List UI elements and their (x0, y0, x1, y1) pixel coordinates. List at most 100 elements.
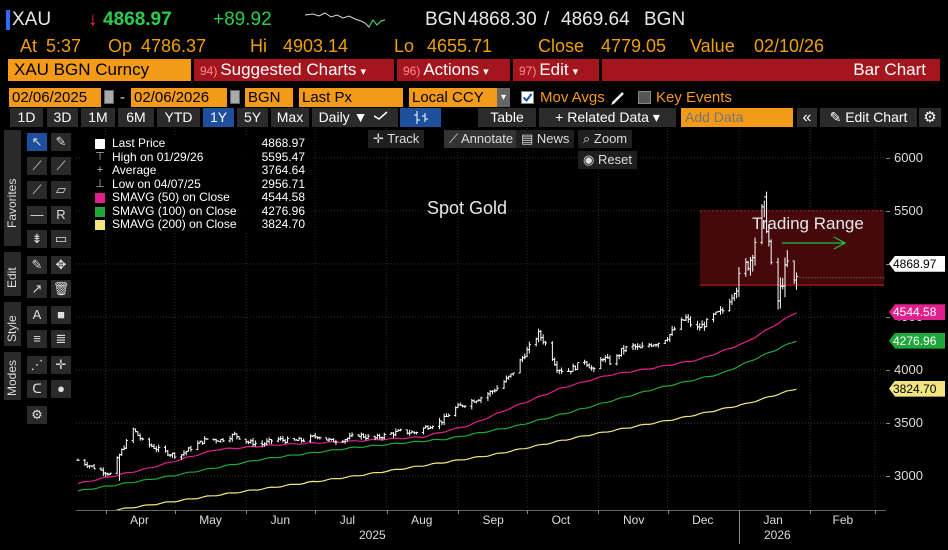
pricing-source-field[interactable]: BGN (245, 88, 293, 107)
pen-tool-icon[interactable]: ✎ (27, 256, 47, 274)
key-events-label[interactable]: Key Events (656, 89, 732, 106)
pencil-icon: ✎ (829, 109, 846, 125)
reset-button[interactable]: ◉ Reset (578, 151, 637, 169)
frequency-select[interactable]: Daily ▼ (312, 108, 374, 127)
x-tick-mark (174, 510, 176, 514)
x-tick-mark (457, 510, 459, 514)
ticker-symbol[interactable]: XAU (12, 9, 52, 30)
line-tool-icon[interactable]: ⟋ (27, 157, 47, 175)
end-date-field[interactable]: 02/06/2026 (131, 88, 227, 107)
actions-label: Actions (423, 60, 480, 79)
draw-menu-icon[interactable]: ✎ (51, 133, 71, 151)
low-value: 4655.71 (427, 36, 493, 56)
suggested-charts-label: Suggested Charts (220, 60, 357, 79)
mov-avgs-checkbox[interactable] (521, 91, 534, 104)
channel-tool-icon[interactable]: ▱ (51, 181, 71, 199)
fibonacci-tool-icon[interactable]: ⇟ (27, 230, 47, 248)
select-tool-icon[interactable]: ↗ (27, 280, 47, 298)
security-field[interactable]: XAU BGN Curncy (8, 59, 191, 81)
legend-value: 4544.58 (261, 190, 305, 204)
trash-icon[interactable]: 🗑 (51, 280, 71, 298)
news-button[interactable]: ▤ News (516, 130, 575, 148)
snap-mode-icon[interactable]: ᑕ (27, 380, 47, 398)
period-1d-button[interactable]: 1D (10, 108, 43, 127)
y-tick-label: 6000 (894, 149, 923, 165)
period-max-button[interactable]: Max (271, 108, 309, 127)
y-tick-label: 3000 (894, 468, 923, 484)
y-tick-mark (886, 210, 890, 212)
ray-tool-icon[interactable]: ⟋ (51, 157, 71, 175)
chart-toolbar: Table + Related Data ▾ « ✎ Edit Chart ⚙ … (0, 108, 948, 127)
suggested-charts-menu[interactable]: 94) Suggested Charts ▾ (194, 59, 394, 81)
x-month-label: Apr (130, 513, 149, 527)
annotate-icon: ⟋ (449, 131, 461, 146)
fill-color-icon[interactable]: ■ (51, 306, 71, 324)
cursor-tool-icon[interactable]: ↖ (27, 133, 47, 151)
y-tick-mark (886, 370, 890, 371)
x-month-label: Sep (482, 513, 504, 527)
table-button[interactable]: Table (478, 108, 536, 127)
edit-chart-button[interactable]: ✎ Edit Chart (820, 108, 917, 127)
legend-name: High on 01/29/26 (112, 149, 204, 164)
favorites-tab[interactable]: Favorites (4, 130, 21, 246)
average-marker-icon: + (96, 164, 104, 176)
x-month-label: Jun (270, 513, 290, 527)
y-tick-label: 4000 (894, 362, 923, 377)
calendar-icon[interactable] (104, 90, 114, 104)
add-data-input[interactable] (681, 108, 793, 127)
y-tick-mark (886, 423, 890, 425)
period-6m-button[interactable]: 6M (118, 108, 154, 127)
line-style-icon[interactable]: ≡ (27, 330, 47, 348)
track-button[interactable]: ✛ Track (368, 130, 425, 148)
price-field-select[interactable]: Last Px (299, 88, 403, 107)
period-5y-button[interactable]: 5Y (237, 108, 268, 127)
period-1m-button[interactable]: 1M (81, 108, 115, 127)
chart-area[interactable]: Last Price 4868.97 ⊤ High on 01/29/26 5595.… (76, 128, 886, 510)
font-style-icon[interactable]: A (27, 306, 47, 324)
price-chart[interactable] (76, 128, 886, 510)
price-axis[interactable]: 30003500400045005000550060004868.974544.… (886, 128, 948, 510)
start-date-field[interactable]: 02/06/2025 (9, 88, 101, 107)
currency-select[interactable]: Local CCY (409, 88, 509, 107)
pencil-icon[interactable] (610, 90, 626, 106)
settings-gear-icon[interactable]: ⚙ (27, 406, 47, 424)
x-month-label: Jul (339, 513, 356, 527)
trading-range-annotation[interactable]: Trading Range (752, 214, 864, 233)
gear-icon[interactable]: ⚙ (919, 108, 941, 127)
zoom-button[interactable]: ⌕ Zoom (578, 130, 633, 148)
edit-menu[interactable]: 97) Edit ▾ (513, 59, 599, 81)
actions-menu[interactable]: 96) Actions ▾ (397, 59, 510, 81)
annotate-button[interactable]: ⟋ Annotate (444, 130, 519, 148)
trading-range-box (699, 210, 884, 286)
line-weight-icon[interactable]: ≣ (51, 330, 71, 348)
segment-tool-icon[interactable]: ⟋ (27, 181, 47, 199)
mov-avgs-label[interactable]: Mov Avgs (540, 89, 605, 106)
quote-source-2: BGN (644, 9, 686, 30)
chart-type-bar[interactable]: Bar Chart (602, 59, 940, 81)
period-3d-button[interactable]: 3D (47, 108, 78, 127)
period-1y-button[interactable]: 1Y (203, 108, 234, 127)
style-tab[interactable]: Style (4, 302, 21, 346)
down-arrow-icon: ↓ (88, 9, 98, 30)
related-data-button[interactable]: + Related Data ▾ (539, 108, 676, 127)
rectangle-tool-icon[interactable]: ▭ (51, 230, 71, 248)
chart-type-bar-icon[interactable] (400, 108, 441, 127)
modes-tab[interactable]: Modes (4, 352, 21, 400)
calendar-icon[interactable] (230, 90, 240, 104)
horizontal-line-icon[interactable]: — (27, 206, 47, 224)
move-tool-icon[interactable]: ✥ (51, 256, 71, 274)
magnet-mode-icon[interactable]: ⋰ (27, 356, 47, 374)
legend-average: + Average 3764.64 (81, 163, 311, 178)
key-events-checkbox[interactable] (638, 91, 651, 104)
crosshair-mode-icon[interactable]: ✛ (51, 356, 71, 374)
zoom-label: Zoom (593, 131, 628, 146)
price-change: +89.92 (213, 9, 272, 30)
currency-dropdown-icon[interactable]: ▾ (497, 88, 510, 107)
x-month-label: Nov (622, 513, 645, 527)
period-ytd-button[interactable]: YTD (157, 108, 200, 127)
spot-gold-annotation[interactable]: Spot Gold (427, 198, 508, 218)
color-mode-icon[interactable]: ● (51, 380, 71, 398)
text-tool-icon[interactable]: R (51, 206, 71, 224)
edit-tab[interactable]: Edit (4, 252, 21, 296)
collapse-icon[interactable]: « (797, 108, 817, 127)
